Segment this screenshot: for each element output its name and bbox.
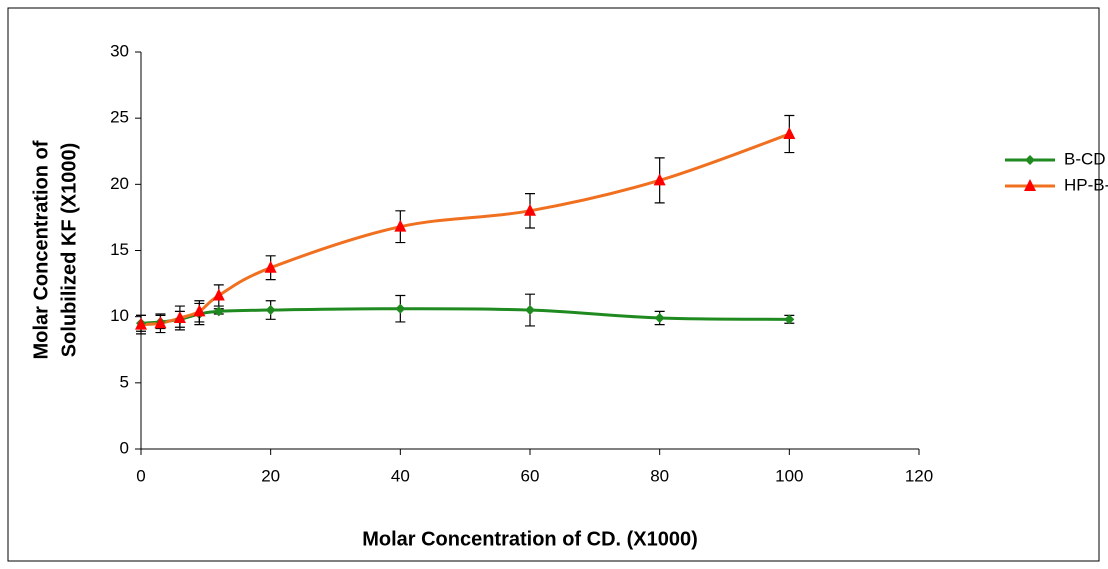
marker: [212, 288, 225, 301]
legend-marker: [1024, 179, 1036, 191]
x-tick-label: 100: [775, 466, 803, 485]
y-tick-label: 5: [120, 372, 129, 391]
y-axis-title: Solubilized KF (X1000): [58, 143, 80, 357]
y-tick-label: 25: [110, 108, 129, 127]
marker: [784, 314, 795, 325]
marker: [264, 260, 277, 273]
x-tick-label: 0: [136, 466, 145, 485]
y-tick-label: 30: [110, 41, 129, 60]
marker: [154, 316, 167, 329]
legend-label: B-CD: [1064, 149, 1106, 168]
x-tick-label: 40: [391, 466, 410, 485]
y-axis-title: Molar Concentration of: [30, 140, 52, 359]
marker: [213, 306, 224, 317]
marker: [135, 317, 147, 330]
marker: [653, 173, 666, 186]
y-tick-label: 10: [110, 306, 129, 325]
marker: [265, 305, 276, 316]
marker: [654, 312, 665, 323]
x-tick-label: 60: [521, 466, 540, 485]
marker: [173, 310, 186, 323]
marker: [525, 305, 535, 316]
marker: [395, 303, 406, 314]
marker: [783, 127, 796, 140]
x-axis-title: Molar Concentration of CD. (X1000): [362, 528, 698, 550]
marker: [394, 219, 407, 232]
x-tick-label: 80: [650, 466, 669, 485]
marker: [193, 304, 206, 317]
chart-frame: [7, 7, 1100, 562]
legend-marker: [1025, 155, 1035, 165]
legend-label: HP-B-CD: [1064, 175, 1108, 194]
marker: [524, 203, 536, 216]
x-tick-label: 20: [261, 466, 280, 485]
y-tick-label: 20: [110, 174, 129, 193]
x-tick-label: 120: [905, 466, 933, 485]
y-tick-label: 15: [110, 240, 129, 259]
y-tick-label: 0: [120, 438, 129, 457]
